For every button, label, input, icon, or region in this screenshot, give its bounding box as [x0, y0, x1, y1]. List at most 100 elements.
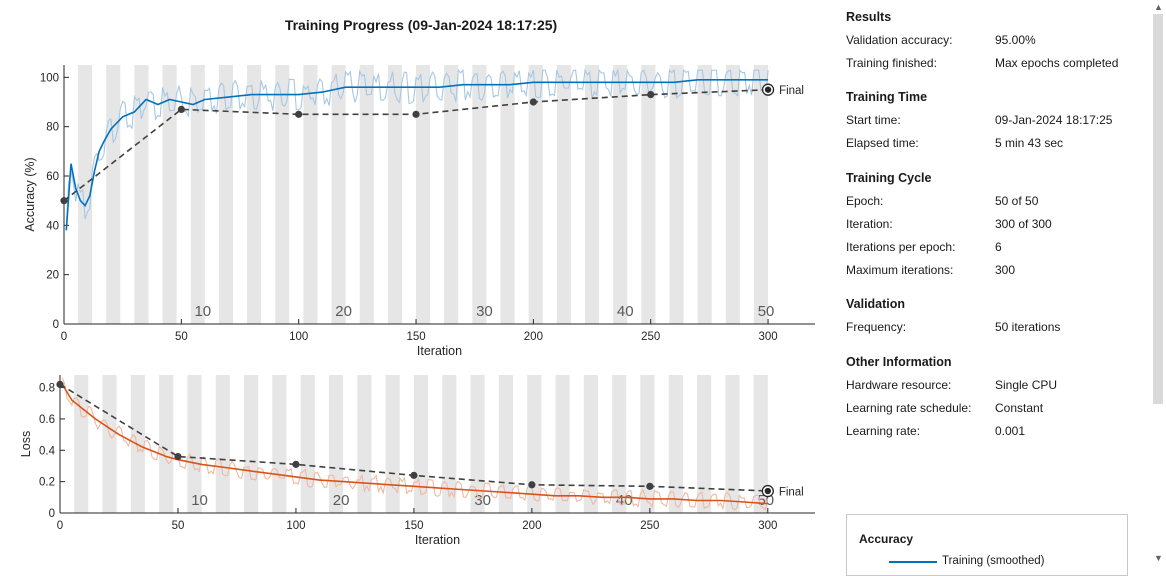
other-information-heading: Other Information [846, 355, 952, 369]
elapsed-time-label: Elapsed time: [846, 136, 919, 150]
epoch-band [187, 375, 202, 513]
final-label: Final [779, 487, 804, 499]
epoch-band [159, 375, 174, 513]
epoch-band [215, 375, 230, 513]
epoch-band [416, 65, 431, 324]
x-tick-label: 200 [522, 520, 541, 532]
start-time-label: Start time: [846, 113, 901, 127]
training-smoothed-line [61, 383, 768, 505]
epoch-band [444, 65, 459, 324]
y-tick-label: 0 [53, 319, 59, 331]
epoch-band [387, 65, 402, 324]
epoch-band [640, 375, 655, 513]
x-axis-label: Iteration [415, 533, 460, 547]
x-tick-label: 300 [758, 331, 777, 343]
y-tick-label: 80 [46, 122, 59, 134]
legend-line-swatch [889, 561, 937, 563]
epoch-band [300, 375, 315, 513]
iterations-per-epoch-label: Iterations per epoch: [846, 240, 956, 254]
y-axis-label: Accuracy (%) [23, 157, 37, 231]
legend-box: Accuracy Training (smoothed) [846, 514, 1128, 576]
epoch-band [697, 65, 712, 324]
validation-marker [60, 197, 68, 205]
epoch-band [244, 375, 259, 513]
epoch-label: 30 [474, 492, 491, 509]
y-tick-label: 0 [49, 508, 55, 520]
epoch-label: 50 [758, 303, 775, 320]
x-tick-label: 100 [289, 331, 308, 343]
validation-accuracy-value: 95.00% [995, 33, 1036, 47]
learning-rate-schedule-label: Learning rate schedule: [846, 401, 972, 415]
epoch-band [162, 65, 177, 324]
epoch-band [247, 65, 262, 324]
elapsed-time-value: 5 min 43 sec [995, 136, 1064, 150]
y-tick-label: 20 [46, 270, 59, 282]
epoch-band [668, 375, 683, 513]
epoch-band [585, 65, 600, 324]
validation-marker [292, 460, 300, 468]
validation-marker [646, 482, 654, 490]
epoch-band [470, 375, 485, 513]
epoch-label: 40 [617, 303, 634, 320]
epoch-label: 20 [333, 492, 350, 509]
epoch-band [500, 65, 515, 324]
info-panel: Results Validation accuracy: 95.00% Trai… [846, 0, 1146, 568]
info-panel-scrollbar[interactable]: ▲ ▼ [1152, 0, 1166, 568]
y-tick-label: 0.4 [39, 445, 56, 457]
accuracy-chart: 10 20 30 40 50 0 50 100 150 200 250 300 0 20 40 60 80 100… [23, 65, 815, 358]
x-tick-label: 300 [758, 520, 777, 532]
iterations-per-epoch-value: 6 [995, 240, 1002, 254]
x-tick-label: 0 [57, 520, 63, 532]
validation-marker [647, 91, 655, 99]
epoch-band [725, 375, 740, 513]
validation-final-marker [764, 487, 772, 495]
epoch-band [78, 65, 93, 324]
y-tick-label: 0.8 [39, 383, 55, 395]
epoch-band [753, 375, 768, 513]
validation-final-marker [764, 86, 772, 93]
y-tick-label: 0.2 [39, 477, 55, 489]
x-axis-label: Iteration [417, 344, 462, 358]
scroll-up-arrow-icon[interactable]: ▲ [1154, 2, 1163, 12]
legend-item-training-smoothed: Training (smoothed) [942, 555, 1045, 567]
loss-chart: 10 20 30 40 500 50 100 150 200 250 30000.20.40.60.… [19, 375, 815, 547]
validation-marker [174, 452, 182, 461]
epoch-band [612, 375, 627, 513]
frequency-value: 50 iterations [995, 320, 1061, 334]
scrollbar-thumb[interactable] [1153, 14, 1163, 404]
validation-marker [177, 105, 185, 113]
epoch-band [725, 65, 740, 324]
epoch-value: 50 of 50 [995, 194, 1039, 208]
epoch-label: 10 [191, 492, 208, 509]
epoch-band [218, 65, 233, 324]
scroll-down-arrow-icon[interactable]: ▼ [1154, 553, 1163, 563]
x-tick-label: 100 [286, 520, 305, 532]
epoch-band [669, 65, 684, 324]
epoch-band [472, 65, 487, 324]
x-tick-label: 150 [406, 331, 425, 343]
epoch-band [583, 375, 598, 513]
iteration-label: Iteration: [846, 217, 893, 231]
validation-accuracy-label: Validation accuracy: [846, 33, 953, 47]
epoch-label: 10 [194, 303, 211, 320]
x-tick-label: 150 [404, 520, 423, 532]
validation-marker [412, 110, 420, 118]
validation-marker [528, 481, 536, 489]
x-tick-label: 50 [175, 331, 188, 343]
validation-marker [295, 110, 303, 118]
epoch-label: Epoch: [846, 194, 884, 208]
epoch-label: 20 [335, 303, 352, 320]
final-label: Final [779, 85, 804, 97]
validation-marker [410, 471, 418, 479]
epoch-band [641, 65, 656, 324]
results-heading: Results [846, 10, 892, 24]
hardware-resource-value: Single CPU [995, 378, 1058, 392]
epoch-band [359, 65, 374, 324]
validation-marker [56, 380, 64, 389]
x-tick-label: 0 [61, 331, 67, 343]
epoch-band [106, 65, 121, 324]
validation-heading: Validation [846, 297, 906, 311]
training-progress-charts: 10 20 30 40 500 50 100 150 200 250 300020406080100… [19, 65, 815, 547]
epoch-band [275, 65, 290, 324]
maximum-iterations-value: 300 [995, 263, 1016, 277]
